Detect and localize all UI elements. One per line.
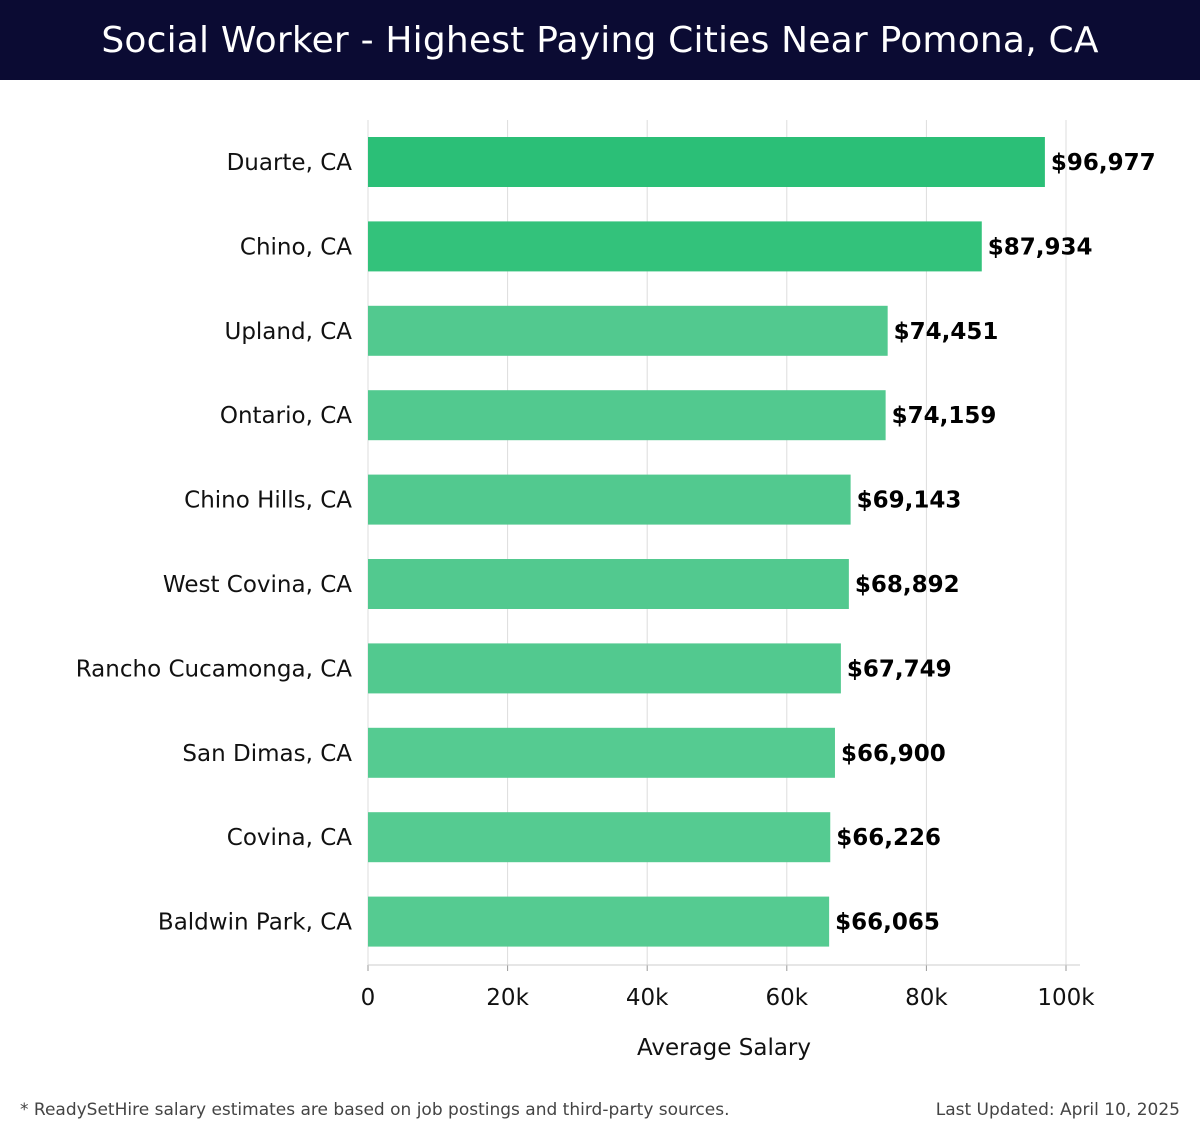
category-label: West Covina, CA <box>163 572 352 598</box>
bar <box>368 896 830 947</box>
bar <box>368 812 831 863</box>
x-tick-label: 40k <box>626 985 669 1011</box>
x-tick-label: 0 <box>361 985 376 1011</box>
x-tick-label: 100k <box>1037 985 1095 1011</box>
bar <box>368 221 982 272</box>
footnote: * ReadySetHire salary estimates are base… <box>20 1100 730 1120</box>
bar <box>368 727 835 778</box>
category-label: Upland, CA <box>224 319 352 345</box>
bar-chart: Duarte, CA Chino, CA Upland, CA Ontario, CA… <box>76 120 1156 1061</box>
value-label: $67,749 <box>847 656 952 682</box>
value-label: $74,451 <box>894 319 999 345</box>
value-label: $66,900 <box>841 741 946 767</box>
x-tick-label: 80k <box>905 985 948 1011</box>
last-updated: Last Updated: April 10, 2025 <box>935 1100 1180 1120</box>
category-label: Chino, CA <box>240 234 352 260</box>
category-label: San Dimas, CA <box>182 741 352 767</box>
bar <box>368 137 1045 187</box>
bar <box>368 305 888 356</box>
x-tick-label: 60k <box>766 985 809 1011</box>
bar <box>368 643 841 694</box>
category-label: Duarte, CA <box>227 150 353 176</box>
value-labels: $96,977 $87,934 $74,451 $74,159 $69,143 $68,8… <box>835 150 1156 936</box>
category-label: Chino Hills, CA <box>184 488 352 514</box>
bars-group <box>368 137 1045 947</box>
chart-header: Social Worker - Highest Paying Cities Ne… <box>0 0 1200 80</box>
value-label: $87,934 <box>988 234 1093 260</box>
bar <box>368 390 886 441</box>
value-label: $96,977 <box>1051 150 1156 176</box>
category-label: Baldwin Park, CA <box>158 910 352 936</box>
value-label: $68,892 <box>855 572 960 598</box>
x-tick-label: 20k <box>486 985 529 1011</box>
category-label: Rancho Cucamonga, CA <box>76 656 353 682</box>
chart-title: Social Worker - Highest Paying Cities Ne… <box>101 19 1099 61</box>
value-label: $66,065 <box>835 910 940 936</box>
x-axis-label: Average Salary <box>637 1035 811 1061</box>
value-label: $69,143 <box>857 488 962 514</box>
x-axis: 0 20k 40k 60k 80k 100k <box>361 964 1095 1011</box>
value-label: $74,159 <box>892 403 997 429</box>
bar <box>368 559 849 609</box>
category-label: Covina, CA <box>227 825 352 851</box>
category-label: Ontario, CA <box>220 403 352 429</box>
category-labels: Duarte, CA Chino, CA Upland, CA Ontario, CA… <box>76 150 353 936</box>
bar <box>368 474 851 525</box>
value-label: $66,226 <box>836 825 941 851</box>
